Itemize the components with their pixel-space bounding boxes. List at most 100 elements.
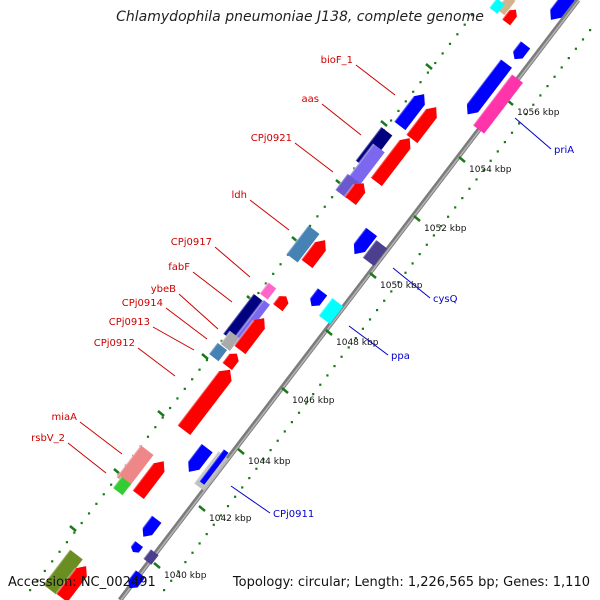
gene-blue-top-rev[interactable]	[544, 0, 575, 24]
gene-highlight	[369, 139, 401, 179]
gene-shape	[489, 0, 505, 14]
gene-blue-rev-3[interactable]	[348, 227, 378, 259]
gene-red-bottom[interactable]	[55, 562, 91, 600]
track-dot	[73, 531, 76, 534]
gene-cyan-top[interactable]	[488, 0, 505, 14]
major-tick	[157, 410, 165, 417]
gene-highlight	[317, 297, 333, 317]
gene-blue-rev-6[interactable]	[137, 515, 162, 541]
track-dot	[319, 383, 322, 386]
gene-shape	[353, 227, 378, 255]
gene-label-text: fabF	[168, 262, 190, 273]
gene-CPj0921[interactable]	[369, 134, 416, 187]
gene-highlight	[354, 126, 382, 162]
gene-label-text: rsbV_2	[31, 433, 65, 444]
gene-blue-rev-2[interactable]	[508, 40, 531, 63]
gene-shape	[128, 570, 146, 589]
label-leader-line	[152, 326, 195, 351]
gene-white-rev[interactable]	[118, 552, 137, 571]
track-dot	[248, 477, 251, 480]
gene-red-mid[interactable]	[233, 314, 269, 355]
gene-label-text: CPj0917	[171, 237, 212, 248]
gene-ppa[interactable]	[317, 297, 344, 324]
gene-shape	[473, 74, 523, 134]
gene-highlight	[42, 549, 71, 586]
gene-ybeB[interactable]	[219, 330, 240, 351]
gene-red-small[interactable]	[343, 179, 369, 205]
gene-highlight	[142, 548, 152, 560]
track-dot	[439, 225, 443, 228]
major-tick	[325, 329, 333, 336]
track-dot	[354, 337, 357, 340]
gene-shape	[301, 240, 326, 269]
track-dot	[390, 290, 393, 293]
gene-label-text: ldh	[232, 190, 247, 201]
track-dot	[262, 458, 265, 461]
gene-miaA-red[interactable]	[131, 457, 170, 499]
track-dot	[567, 57, 570, 60]
gene-label-text: CPj0912	[94, 338, 135, 349]
track-dot	[87, 512, 91, 515]
label-leader-line	[249, 199, 290, 231]
gene-navy-rev[interactable]	[142, 548, 159, 565]
gene-blue-rev-7[interactable]	[128, 540, 144, 555]
gene-highlight	[233, 319, 255, 347]
gene-features	[42, 0, 575, 600]
track-dot	[454, 206, 457, 209]
gene-aas[interactable]	[405, 103, 441, 144]
gene-shape	[259, 282, 277, 300]
major-tick	[369, 272, 377, 279]
gene-ldh[interactable]	[300, 236, 330, 269]
gene-blue-rev-4[interactable]	[305, 287, 328, 310]
gene-fabF-stripe[interactable]	[231, 299, 270, 347]
track-dot	[353, 167, 356, 170]
major-tick	[198, 505, 206, 512]
gene-CPj0914[interactable]	[208, 342, 228, 362]
track-dot	[368, 318, 372, 321]
track-dot	[463, 23, 466, 26]
gene-fabF[interactable]	[222, 293, 265, 343]
gene-blue-rev-1[interactable]	[461, 58, 512, 118]
gene-highlight	[508, 40, 522, 57]
tick-label: 1050 kbp	[380, 281, 423, 291]
gene-bioF_1[interactable]	[393, 90, 429, 131]
gene-highlight	[208, 342, 219, 355]
track-dot	[255, 467, 258, 470]
gene-highlight	[461, 58, 502, 111]
track-dot	[297, 411, 301, 414]
gene-highlight	[231, 299, 265, 342]
gene-highlight	[198, 448, 225, 482]
gene-miaA[interactable]	[115, 444, 154, 487]
gene-highlight	[219, 330, 231, 345]
track-dot	[58, 550, 61, 553]
gene-CPj0911[interactable]	[198, 448, 229, 485]
track-dot	[404, 100, 407, 103]
track-dot	[383, 299, 386, 302]
gene-olive-block[interactable]	[42, 549, 83, 595]
gene-slate-block[interactable]	[334, 173, 359, 199]
label-rsbV_2: rsbV_2	[31, 433, 107, 474]
track-dot	[574, 47, 577, 50]
label-fabF: fabF	[168, 262, 233, 303]
gene-red-top[interactable]	[501, 7, 520, 26]
gene-CPj0914-red[interactable]	[221, 350, 241, 370]
label-ldh: ldh	[232, 190, 290, 231]
gene-highlight	[361, 239, 377, 259]
track-dot	[279, 263, 282, 266]
track-dot	[226, 505, 230, 508]
track-dot	[397, 109, 400, 113]
gene-rsbV_2[interactable]	[112, 476, 132, 496]
tick-label: 1054 kbp	[469, 165, 512, 175]
track-dot	[340, 355, 343, 358]
gene-blue-rev-8[interactable]	[123, 569, 146, 592]
gene-red-tiny[interactable]	[272, 293, 291, 312]
gene-priA[interactable]	[472, 73, 523, 134]
gene-steelblue-ldh[interactable]	[285, 224, 320, 263]
track-dot	[489, 159, 492, 162]
gene-CPj0917[interactable]	[258, 281, 277, 300]
gene-CPj0912[interactable]	[176, 365, 237, 436]
gene-blue-rev-5[interactable]	[182, 443, 213, 476]
track-dot	[308, 224, 312, 228]
track-dot	[404, 271, 407, 274]
gene-cysQ[interactable]	[361, 239, 388, 266]
